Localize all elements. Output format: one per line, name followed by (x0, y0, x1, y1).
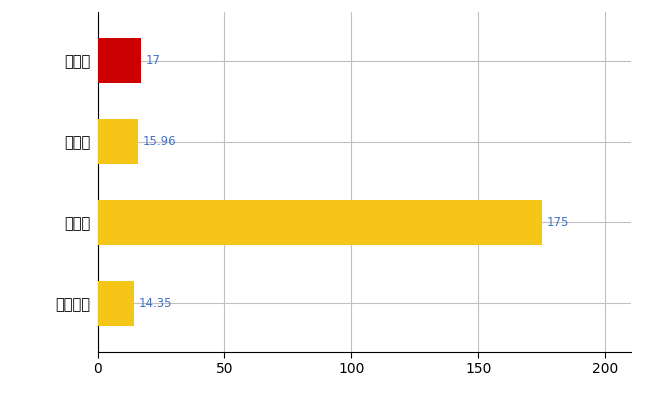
Bar (98, 200, 541, 245)
Bar (98, 119, 138, 164)
Text: 14.35: 14.35 (139, 297, 172, 310)
Bar (98, 38, 140, 83)
Text: 17: 17 (146, 54, 161, 67)
Text: 175: 175 (547, 216, 569, 229)
Text: 15.96: 15.96 (143, 135, 177, 148)
Bar (98, 281, 134, 326)
